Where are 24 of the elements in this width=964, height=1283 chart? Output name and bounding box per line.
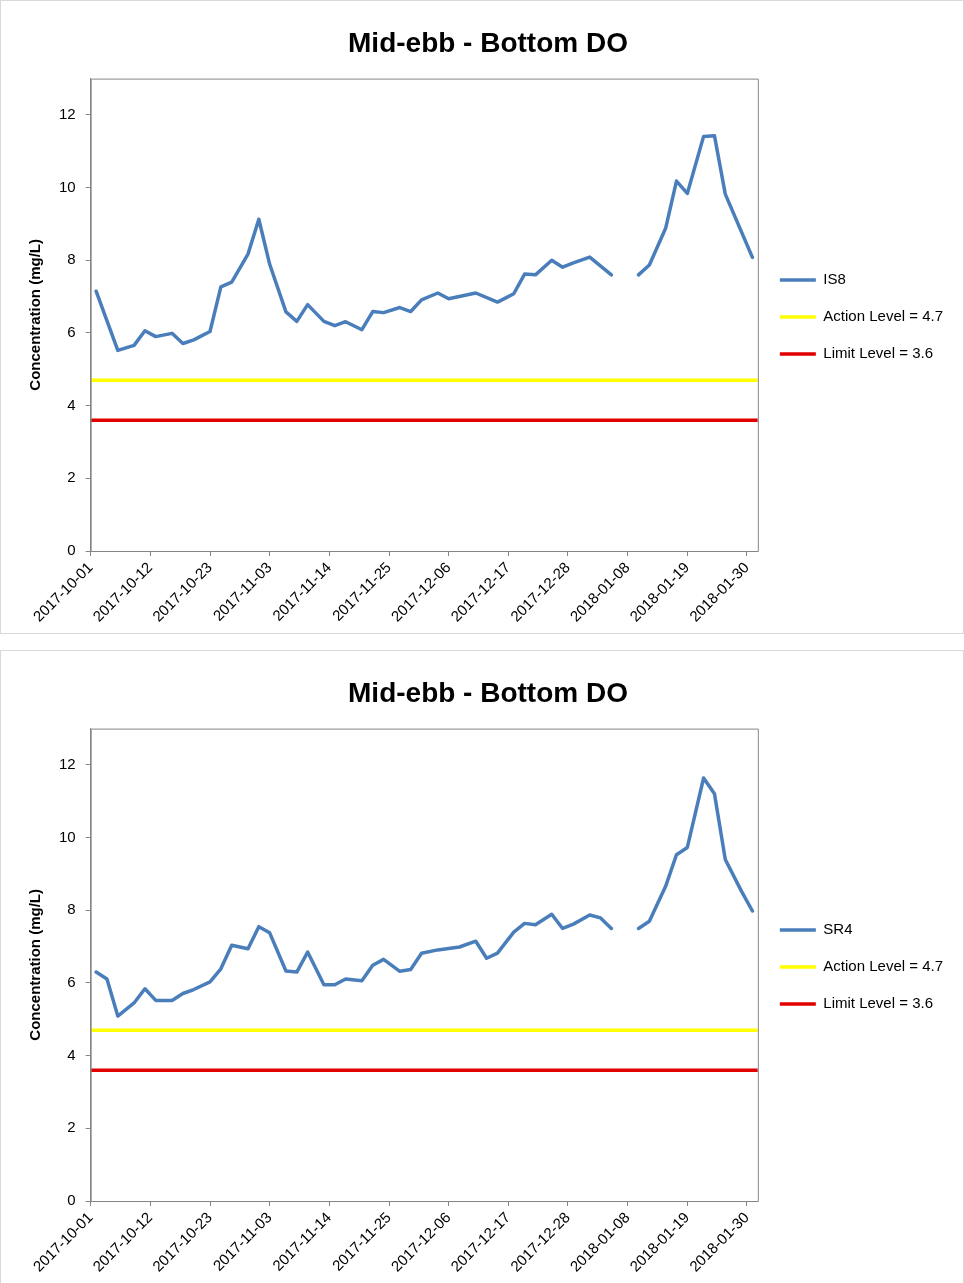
legend-label: Action Level = 4.7 <box>823 307 944 325</box>
legend-label: IS8 <box>823 270 846 288</box>
y-tick-label: 2 <box>67 1118 76 1136</box>
chart-title: Mid-ebb - Bottom DO <box>348 26 628 58</box>
y-tick-label: 10 <box>59 177 76 195</box>
y-tick-label: 8 <box>67 250 76 268</box>
y-tick-label: 0 <box>67 1191 76 1209</box>
y-axis-title: Concentration (mg/L) <box>26 888 44 1041</box>
y-tick-label: 6 <box>67 323 76 341</box>
legend-label: Limit Level = 3.6 <box>823 344 933 362</box>
legend-label: Limit Level = 3.6 <box>823 994 933 1012</box>
y-tick-label: 12 <box>59 105 76 123</box>
y-tick-label: 6 <box>67 973 76 991</box>
chart-title: Mid-ebb - Bottom DO <box>348 676 628 708</box>
y-tick-label: 0 <box>67 541 76 559</box>
y-tick-label: 12 <box>59 755 76 773</box>
y-tick-label: 4 <box>67 1045 76 1063</box>
y-tick-label: 10 <box>59 827 76 845</box>
legend-label: SR4 <box>823 920 853 938</box>
y-tick-label: 4 <box>67 395 76 413</box>
y-tick-label: 2 <box>67 468 76 486</box>
y-tick-label: 8 <box>67 900 76 918</box>
y-axis-title: Concentration (mg/L) <box>26 238 44 391</box>
legend-label: Action Level = 4.7 <box>823 957 944 975</box>
